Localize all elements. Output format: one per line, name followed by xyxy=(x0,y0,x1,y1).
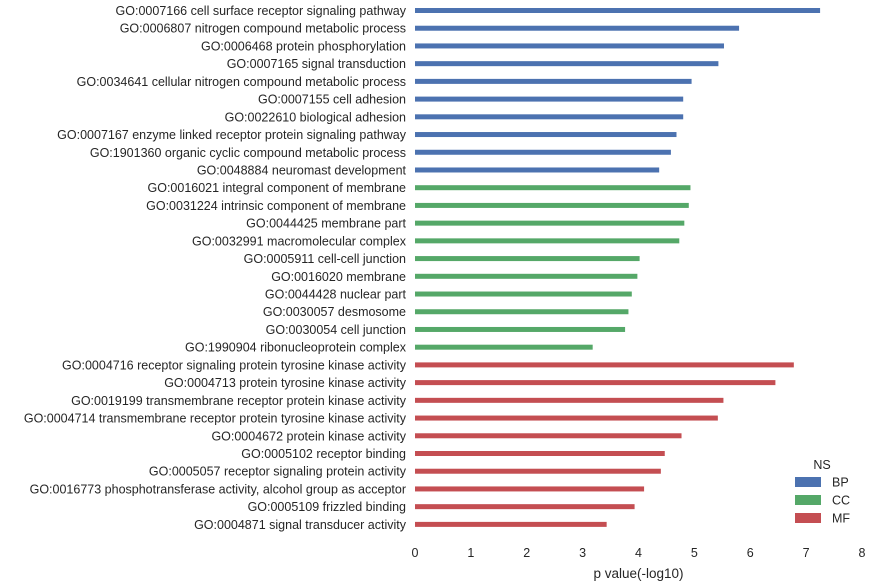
category-label: GO:0019199 transmembrane receptor protei… xyxy=(71,394,407,408)
bar-cc xyxy=(415,309,629,315)
category-label: GO:0004871 signal transducer activity xyxy=(194,518,407,532)
bar-mf xyxy=(415,504,635,510)
category-label: GO:0044428 nuclear part xyxy=(265,288,407,302)
category-label: GO:0005102 receptor binding xyxy=(241,447,406,461)
bar-mf xyxy=(415,521,607,527)
bar-bp xyxy=(415,114,684,120)
bar-mf xyxy=(415,468,661,474)
category-label: GO:0030057 desmosome xyxy=(263,305,406,319)
x-tick-label: 2 xyxy=(523,546,530,560)
category-label: GO:1901360 organic cyclic compound metab… xyxy=(90,146,406,160)
category-label: GO:0005057 receptor signaling protein ac… xyxy=(149,465,407,479)
bar-cc xyxy=(415,202,689,208)
category-label: GO:0004716 receptor signaling protein ty… xyxy=(62,358,407,372)
bar-cc xyxy=(415,344,593,350)
x-tick-label: 5 xyxy=(691,546,698,560)
category-label: GO:0004714 transmembrane receptor protei… xyxy=(24,412,407,426)
bar-cc xyxy=(415,326,626,332)
category-label: GO:0016020 membrane xyxy=(271,270,406,284)
bar-cc xyxy=(415,256,640,262)
legend-swatch-cc xyxy=(795,495,821,505)
bars-group xyxy=(415,8,821,527)
legend-swatch-bp xyxy=(795,477,821,487)
category-label: GO:0007155 cell adhesion xyxy=(258,93,406,107)
x-tick-label: 7 xyxy=(803,546,810,560)
category-label: GO:0006807 nitrogen compound metabolic p… xyxy=(120,22,406,36)
x-tick-label: 4 xyxy=(635,546,642,560)
bar-bp xyxy=(415,25,740,31)
category-label: GO:0005911 cell-cell junction xyxy=(244,252,406,266)
category-label: GO:0048884 neuromast development xyxy=(197,163,407,177)
category-label: GO:0004672 protein kinase activity xyxy=(211,429,406,443)
category-label: GO:0031224 intrinsic component of membra… xyxy=(146,199,406,213)
category-label: GO:0005109 frizzled binding xyxy=(248,500,406,514)
category-label: GO:0016773 phosphotransferase activity, … xyxy=(30,482,406,496)
bar-cc xyxy=(415,273,638,279)
bar-bp xyxy=(415,149,671,155)
legend-label-cc: CC xyxy=(832,494,850,508)
category-label: GO:0016021 integral component of membran… xyxy=(148,181,407,195)
category-label: GO:0044425 membrane part xyxy=(246,217,406,231)
bar-mf xyxy=(415,380,776,386)
category-label: GO:0032991 macromolecular complex xyxy=(192,234,407,248)
legend-swatch-mf xyxy=(795,513,821,523)
legend-label-mf: MF xyxy=(832,512,850,526)
bar-cc xyxy=(415,291,632,297)
bar-bp xyxy=(415,61,719,67)
bar-bp xyxy=(415,167,660,173)
x-axis-label: p value(-log10) xyxy=(593,566,683,581)
bar-bp xyxy=(415,132,677,138)
x-tick-label: 3 xyxy=(579,546,586,560)
legend-label-bp: BP xyxy=(832,476,849,490)
bar-mf xyxy=(415,486,645,492)
category-label: GO:0030054 cell junction xyxy=(266,323,406,337)
bar-cc xyxy=(415,220,685,226)
x-axis-ticks-group: 0 1 2 3 4 5 6 7 8 xyxy=(412,546,866,560)
bar-mf xyxy=(415,433,682,439)
category-label: GO:0006468 protein phosphorylation xyxy=(201,39,406,53)
x-tick-label: 0 xyxy=(412,546,419,560)
category-label: GO:0034641 cellular nitrogen compound me… xyxy=(77,75,406,89)
bar-cc xyxy=(415,238,680,244)
bar-mf xyxy=(415,415,718,421)
bar-mf xyxy=(415,362,794,368)
bar-mf xyxy=(415,451,665,456)
x-tick-label: 6 xyxy=(747,546,754,560)
category-label: GO:1990904 ribonucleoprotein complex xyxy=(185,341,407,355)
category-label: GO:0007167 enzyme linked receptor protei… xyxy=(57,128,407,142)
category-label: GO:0007165 signal transduction xyxy=(227,57,406,71)
bar-bp xyxy=(415,96,684,102)
bar-cc xyxy=(415,185,691,191)
bar-bp xyxy=(415,78,692,84)
bar-mf xyxy=(415,397,724,403)
bar-bp xyxy=(415,8,821,13)
category-label: GO:0004713 protein tyrosine kinase activ… xyxy=(164,376,407,390)
category-label: GO:0022610 biological adhesion xyxy=(225,110,406,124)
x-tick-label: 1 xyxy=(467,546,474,560)
legend-title: NS xyxy=(813,458,830,472)
x-tick-label: 8 xyxy=(859,546,866,560)
bar-bp xyxy=(415,43,724,49)
category-labels-group: GO:0007166 cell surface receptor signali… xyxy=(24,4,407,532)
category-label: GO:0007166 cell surface receptor signali… xyxy=(116,4,407,18)
